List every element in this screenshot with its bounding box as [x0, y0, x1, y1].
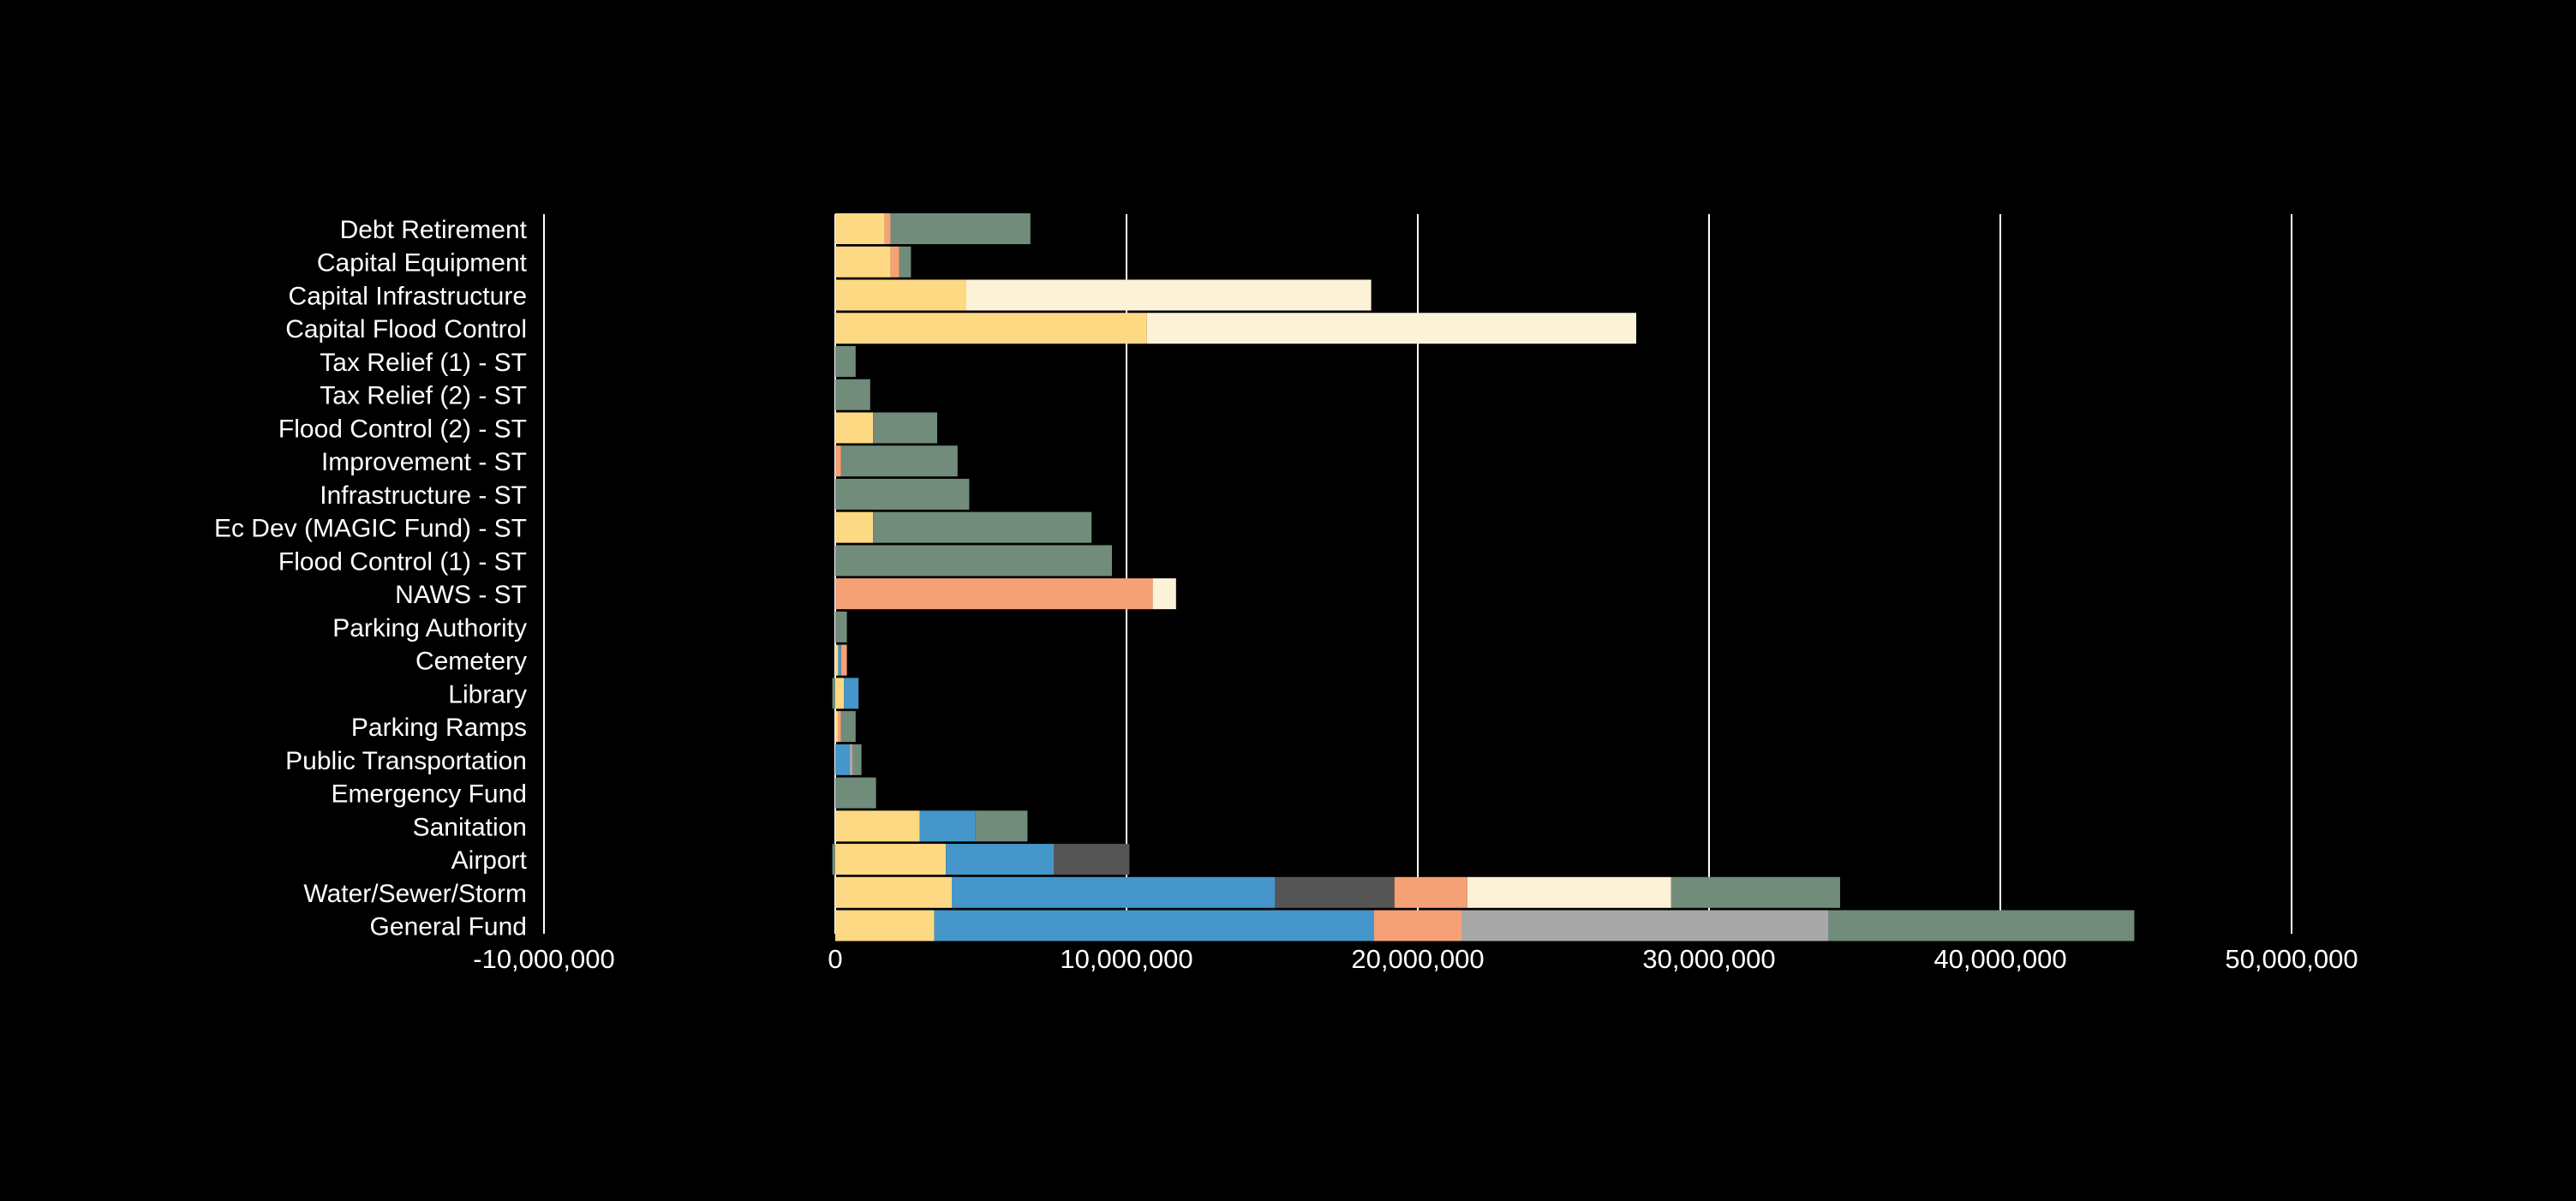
bar-flood-control-2-st-green	[873, 412, 937, 444]
bar-water-sewer-storm-salmon	[1394, 876, 1467, 908]
bar-parking-authority-green	[835, 611, 847, 642]
bar-public-transportation-blue	[835, 744, 850, 775]
bar-airport-blue	[946, 844, 1054, 875]
bar-cemetery-yellow	[835, 644, 839, 676]
bar-debt-retirement-salmon	[884, 213, 891, 244]
bar-naws-st-salmon	[835, 578, 1153, 610]
bar-library-blue	[844, 678, 859, 709]
bar-airport-yellow	[835, 844, 947, 875]
category-label-capital-infrastructure: Capital Infrastructure	[289, 282, 527, 310]
bar-general-fund-green	[1828, 910, 2135, 941]
bar-capital-equipment-green	[899, 246, 911, 278]
category-label-ec-dev-magic-fund-st: Ec Dev (MAGIC Fund) - ST	[214, 515, 527, 543]
bar-debt-retirement-green	[890, 213, 1031, 244]
bar-improvement-st-green	[840, 445, 958, 477]
category-label-capital-equipment: Capital Equipment	[317, 249, 528, 278]
bar-water-sewer-storm-yellow	[835, 876, 952, 908]
bar-sanitation-blue	[919, 810, 976, 842]
bar-tax-relief-2-st-green	[835, 379, 870, 410]
bar-water-sewer-storm-dark_gray	[1275, 876, 1395, 908]
category-label-flood-control-2-st: Flood Control (2) - ST	[278, 415, 527, 443]
x-tick-label: 10,000,000	[1060, 944, 1192, 974]
bar-cemetery-blue	[838, 644, 841, 676]
bar-sanitation-green	[975, 810, 1028, 842]
bar-library-negative	[832, 678, 835, 709]
bar-public-transportation-green	[852, 744, 862, 775]
bar-flood-control-2-st-yellow	[835, 412, 874, 444]
category-labels: Debt Retirement Capital Equipment Capital …	[214, 216, 528, 941]
bar-general-fund-yellow	[835, 910, 935, 941]
category-label-parking-authority: Parking Authority	[332, 614, 527, 642]
category-label-debt-retirement: Debt Retirement	[340, 216, 528, 244]
bar-parking-ramps-yellow	[835, 711, 839, 743]
bar-airport-dark_gray	[1054, 844, 1130, 875]
bar-capital-equipment-salmon	[890, 246, 900, 278]
bar-water-sewer-storm-blue	[952, 876, 1276, 908]
category-label-cemetery: Cemetery	[415, 648, 527, 676]
category-label-flood-control-1-st: Flood Control (1) - ST	[278, 547, 527, 576]
x-tick-label: 20,000,000	[1351, 944, 1484, 974]
bar-water-sewer-storm-green	[1671, 876, 1840, 908]
category-label-library: Library	[448, 680, 527, 708]
category-label-naws-st: NAWS - ST	[395, 581, 527, 609]
bar-general-fund-salmon	[1374, 910, 1461, 941]
bar-sanitation-yellow	[835, 810, 920, 842]
bar-library-yellow	[835, 678, 845, 709]
bar-flood-control-1-st-green	[835, 545, 1112, 577]
x-tick-label: 30,000,000	[1642, 944, 1775, 974]
bar-naws-st-cream	[1152, 578, 1176, 610]
x-tick-labels: -10,000,000 0 10,000,000 20,000,000 30,000,0…	[473, 944, 2358, 974]
category-label-tax-relief-2-st: Tax Relief (2) - ST	[320, 382, 527, 410]
bar-capital-infrastructure-cream	[966, 279, 1372, 311]
bar-airport-negative	[832, 844, 835, 875]
bar-parking-ramps-green	[840, 711, 856, 743]
category-label-general-fund: General Fund	[370, 913, 527, 941]
bar-cemetery-salmon	[840, 644, 847, 676]
bar-parking-ramps-salmon	[838, 711, 841, 743]
bar-ec-dev-magic-fund-st-green	[873, 511, 1092, 543]
bar-debt-retirement-yellow	[835, 213, 885, 244]
bar-capital-equipment-yellow	[835, 246, 891, 278]
x-tick-label: -10,000,000	[473, 944, 614, 974]
bar-emergency-fund-green	[835, 777, 876, 809]
category-label-water-sewer-storm: Water/Sewer/Storm	[303, 880, 527, 908]
x-tick-label: 0	[828, 944, 842, 974]
bar-infrastructure-st-green	[835, 478, 970, 510]
category-label-sanitation: Sanitation	[413, 813, 527, 841]
bar-water-sewer-storm-cream	[1467, 876, 1671, 908]
category-label-improvement-st: Improvement - ST	[321, 448, 527, 476]
x-tick-label: 40,000,000	[1933, 944, 2066, 974]
bar-general-fund-blue	[934, 910, 1374, 941]
bar-capital-infrastructure-yellow	[835, 279, 966, 311]
category-label-public-transportation: Public Transportation	[285, 747, 527, 775]
category-label-infrastructure-st: Infrastructure - ST	[320, 481, 527, 510]
category-label-airport: Airport	[451, 846, 528, 875]
bar-capital-flood-control-cream	[1146, 313, 1636, 344]
category-label-parking-ramps: Parking Ramps	[351, 714, 527, 742]
bar-improvement-st-salmon	[835, 445, 841, 477]
bar-capital-flood-control-yellow	[835, 313, 1147, 344]
bar-general-fund-light_gray	[1461, 910, 1829, 941]
bar-tax-relief-1-st-green	[835, 345, 856, 377]
category-label-capital-flood-control: Capital Flood Control	[285, 315, 527, 344]
bars	[832, 213, 2135, 941]
category-label-emergency-fund: Emergency Fund	[332, 780, 527, 809]
x-tick-label: 50,000,000	[2225, 944, 2358, 974]
category-label-tax-relief-1-st: Tax Relief (1) - ST	[320, 349, 527, 377]
bar-ec-dev-magic-fund-st-yellow	[835, 511, 874, 543]
bar-public-transportation-light_gray	[850, 744, 853, 775]
